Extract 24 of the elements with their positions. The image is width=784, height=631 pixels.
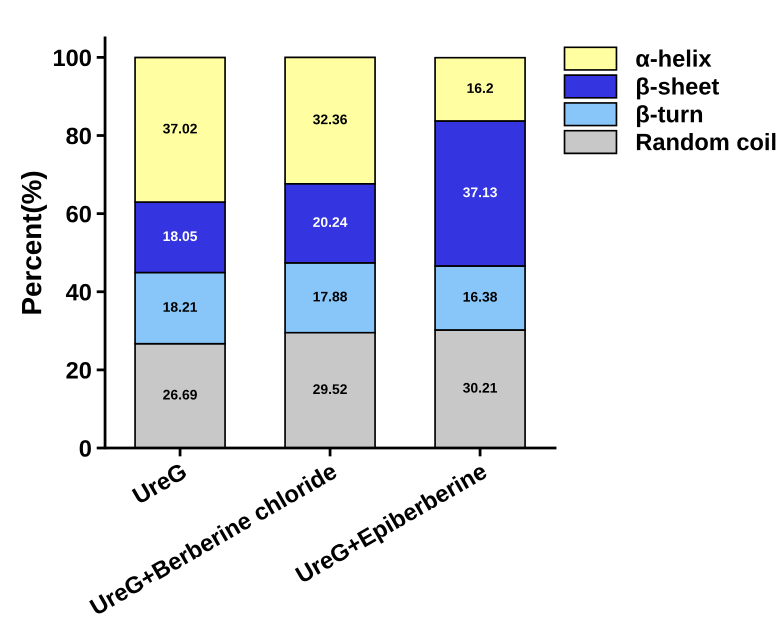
- legend-label: β-turn: [636, 105, 702, 128]
- legend-label: α-helix: [636, 50, 712, 67]
- data-label: 16.38: [464, 292, 498, 302]
- y-tick-label: 0: [80, 440, 91, 457]
- data-label: 29.52: [313, 384, 347, 394]
- y-tick-label: 80: [66, 128, 91, 144]
- data-label: 16.2: [467, 83, 494, 94]
- data-label: 37.02: [163, 124, 197, 134]
- y-tick-label: 60: [66, 206, 91, 222]
- data-label: 30.21: [463, 382, 498, 393]
- data-label: 26.69: [163, 390, 197, 400]
- y-tick-label: 40: [66, 284, 91, 301]
- data-label: 37.13: [463, 187, 497, 198]
- y-tick-label: 20: [66, 362, 91, 379]
- x-tick-label: UreG: [132, 462, 188, 504]
- data-label: 18.21: [164, 302, 198, 312]
- y-tick-label: 100: [54, 49, 91, 66]
- data-label: 32.36: [313, 114, 347, 124]
- y-axis-title: Percent(%): [21, 172, 47, 314]
- data-label: 20.24: [313, 217, 348, 228]
- data-label: 18.05: [164, 231, 198, 242]
- legend-label: β-sheet: [636, 77, 720, 100]
- legend-label: Random coil: [636, 132, 776, 150]
- data-label: 17.88: [314, 292, 348, 302]
